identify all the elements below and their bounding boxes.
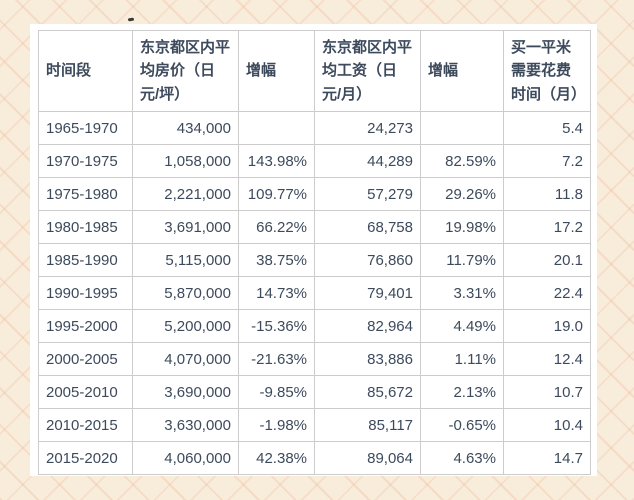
column-header: 增幅 bbox=[420, 30, 504, 112]
table-cell: 5,115,000 bbox=[132, 243, 239, 277]
table-cell: 20.1 bbox=[503, 243, 591, 277]
table-cell: 14.7 bbox=[503, 441, 591, 475]
table-cell: 85,117 bbox=[314, 408, 421, 442]
table-cell: -9.85% bbox=[238, 375, 315, 409]
table-row: 1975-1980 2,221,000 109.77% 57,279 29.26% 11.… bbox=[38, 177, 591, 211]
table-cell: 7.2 bbox=[503, 144, 591, 178]
column-header: 东京都区内平均房价（日元/坪） bbox=[132, 30, 239, 112]
table-cell: 82.59% bbox=[420, 144, 504, 178]
table-cell: 89,064 bbox=[314, 441, 421, 475]
table-cell: 19.98% bbox=[420, 210, 504, 244]
table-cell: -1.98% bbox=[238, 408, 315, 442]
table-row: 1980-1985 3,691,000 66.22% 68,758 19.98% 17.2 bbox=[38, 210, 591, 244]
table-cell: 2010-2015 bbox=[38, 408, 133, 442]
table-row: 1985-1990 5,115,000 38.75% 76,860 11.79% 20.1 bbox=[38, 243, 591, 277]
table-cell: 5,870,000 bbox=[132, 276, 239, 310]
table-cell: 1980-1985 bbox=[38, 210, 133, 244]
table-cell: 2.13% bbox=[420, 375, 504, 409]
table-cell: 4.49% bbox=[420, 309, 504, 343]
housing-wage-table: 时间段 东京都区内平均房价（日元/坪） 增幅 东京都区内平均工资（日元/月） 增幅 买一平… bbox=[38, 30, 591, 475]
column-header: 东京都区内平均工资（日元/月） bbox=[314, 30, 421, 112]
table-row: 1995-2000 5,200,000 -15.36% 82,964 4.49% 19.0 bbox=[38, 309, 591, 343]
table-row: 2005-2010 3,690,000 -9.85% 85,672 2.13% 10.7 bbox=[38, 375, 591, 409]
table-cell: 17.2 bbox=[503, 210, 591, 244]
table-row: 1965-1970 434,000 24,273 5.4 bbox=[38, 111, 591, 145]
table-cell: 79,401 bbox=[314, 276, 421, 310]
table-cell: 29.26% bbox=[420, 177, 504, 211]
table-cell: -21.63% bbox=[238, 342, 315, 376]
table-cell: 10.4 bbox=[503, 408, 591, 442]
table-cell: 434,000 bbox=[132, 111, 239, 145]
table-cell: 11.8 bbox=[503, 177, 591, 211]
table-header: 时间段 东京都区内平均房价（日元/坪） 增幅 东京都区内平均工资（日元/月） 增幅 买一平… bbox=[38, 30, 591, 112]
table-cell: 1995-2000 bbox=[38, 309, 133, 343]
table-cell: 76,860 bbox=[314, 243, 421, 277]
table-cell: 3,691,000 bbox=[132, 210, 239, 244]
column-header: 时间段 bbox=[38, 30, 133, 112]
table-cell: 2,221,000 bbox=[132, 177, 239, 211]
table-cell: 83,886 bbox=[314, 342, 421, 376]
table-header-row: 时间段 东京都区内平均房价（日元/坪） 增幅 东京都区内平均工资（日元/月） 增幅 买一平… bbox=[38, 30, 591, 112]
table-cell: 2000-2005 bbox=[38, 342, 133, 376]
table-cell: 82,964 bbox=[314, 309, 421, 343]
table-cell: 2015-2020 bbox=[38, 441, 133, 475]
table-cell: -0.65% bbox=[420, 408, 504, 442]
table-cell: 5.4 bbox=[503, 111, 591, 145]
table-cell: 143.98% bbox=[238, 144, 315, 178]
table-cell: 1,058,000 bbox=[132, 144, 239, 178]
table-cell: 5,200,000 bbox=[132, 309, 239, 343]
table-cell: -15.36% bbox=[238, 309, 315, 343]
table-cell: 57,279 bbox=[314, 177, 421, 211]
table-cell: 1.11% bbox=[420, 342, 504, 376]
table-cell: 3.31% bbox=[420, 276, 504, 310]
table-cell: 1990-1995 bbox=[38, 276, 133, 310]
table-cell: 3,690,000 bbox=[132, 375, 239, 409]
table-cell: 4,060,000 bbox=[132, 441, 239, 475]
table-cell: 42.38% bbox=[238, 441, 315, 475]
column-header: 买一平米需要花费时间（月） bbox=[503, 30, 591, 112]
content-panel: 时间段 东京都区内平均房价（日元/坪） 增幅 东京都区内平均工资（日元/月） 增幅 买一平… bbox=[30, 24, 597, 476]
table-cell: 44,289 bbox=[314, 144, 421, 178]
table-row: 1990-1995 5,870,000 14.73% 79,401 3.31% 22.4 bbox=[38, 276, 591, 310]
table-cell: 38.75% bbox=[238, 243, 315, 277]
table-cell: 85,672 bbox=[314, 375, 421, 409]
table-cell bbox=[420, 111, 504, 145]
table-cell: 10.7 bbox=[503, 375, 591, 409]
table-body: 1965-1970 434,000 24,273 5.4 1970-1975 1,058,… bbox=[38, 111, 591, 475]
table-cell: 1985-1990 bbox=[38, 243, 133, 277]
column-header: 增幅 bbox=[238, 30, 315, 112]
table-cell: 14.73% bbox=[238, 276, 315, 310]
table-cell: 1970-1975 bbox=[38, 144, 133, 178]
table-cell: 22.4 bbox=[503, 276, 591, 310]
table-cell: 24,273 bbox=[314, 111, 421, 145]
table-cell bbox=[238, 111, 315, 145]
table-row: 2010-2015 3,630,000 -1.98% 85,117 -0.65% 10.4 bbox=[38, 408, 591, 442]
table-cell: 4.63% bbox=[420, 441, 504, 475]
table-row: 2015-2020 4,060,000 42.38% 89,064 4.63% 14.7 bbox=[38, 441, 591, 475]
table-row: 1970-1975 1,058,000 143.98% 44,289 82.59% 7.2 bbox=[38, 144, 591, 178]
table-cell: 4,070,000 bbox=[132, 342, 239, 376]
table-row: 2000-2005 4,070,000 -21.63% 83,886 1.11% 12.4 bbox=[38, 342, 591, 376]
table-cell: 1975-1980 bbox=[38, 177, 133, 211]
table-cell: 109.77% bbox=[238, 177, 315, 211]
table-cell: 19.0 bbox=[503, 309, 591, 343]
table-cell: 1965-1970 bbox=[38, 111, 133, 145]
table-cell: 12.4 bbox=[503, 342, 591, 376]
table-cell: 66.22% bbox=[238, 210, 315, 244]
table-cell: 68,758 bbox=[314, 210, 421, 244]
table-cell: 11.79% bbox=[420, 243, 504, 277]
table-cell: 3,630,000 bbox=[132, 408, 239, 442]
table-cell: 2005-2010 bbox=[38, 375, 133, 409]
